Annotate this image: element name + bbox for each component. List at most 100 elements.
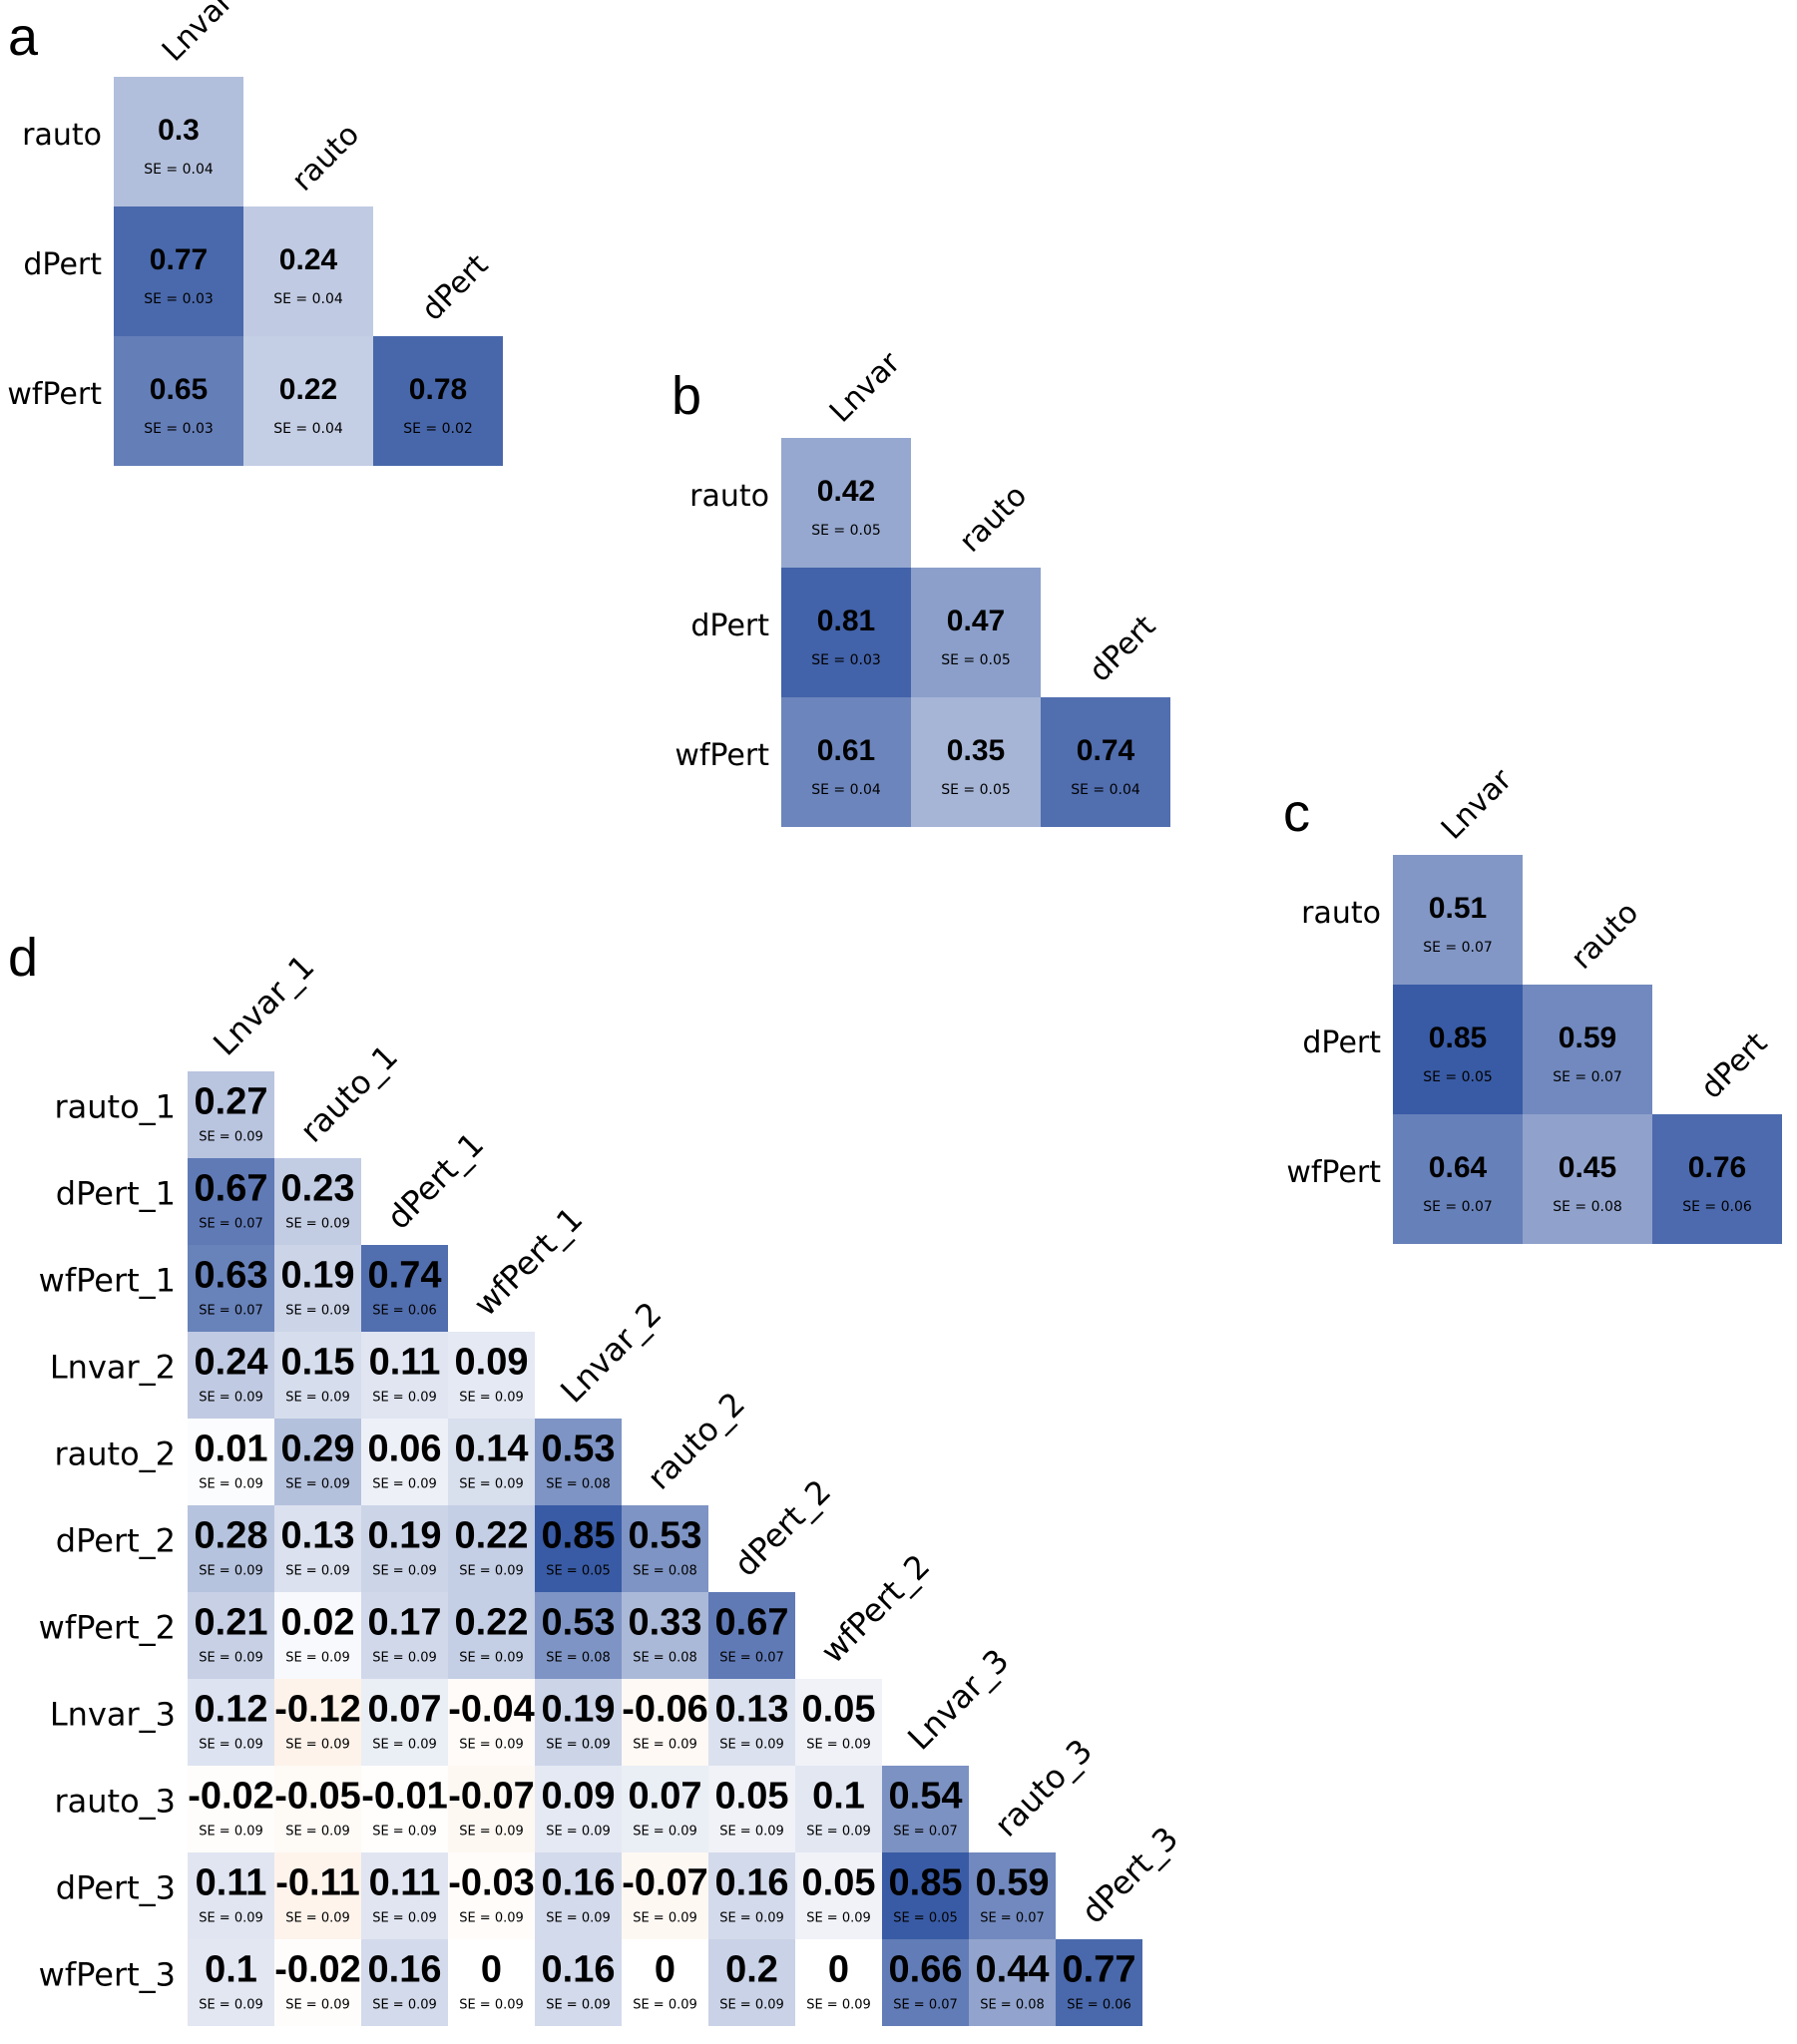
heatmap-cell xyxy=(361,1332,448,1419)
heatmap-cell xyxy=(795,1852,882,1939)
correlation-value: 0.61 xyxy=(817,734,875,767)
se-value: SE = 0.09 xyxy=(285,1825,350,1840)
se-value: SE = 0.09 xyxy=(633,1738,697,1753)
correlation-value: 0.13 xyxy=(715,1689,789,1731)
se-value: SE = 0.09 xyxy=(199,1477,263,1492)
heatmap-cell xyxy=(274,1245,361,1332)
row-label: rauto xyxy=(22,118,102,153)
se-value: SE = 0.08 xyxy=(633,1564,697,1579)
correlation-value: -0.02 xyxy=(188,1776,274,1818)
se-value: SE = 0.09 xyxy=(546,1738,611,1753)
se-value: SE = 0.09 xyxy=(199,1130,263,1145)
heatmap-cell xyxy=(448,1939,535,2026)
correlation-value: 0.11 xyxy=(196,1862,267,1904)
panel-label-c: c xyxy=(1283,783,1310,843)
heatmap-cell xyxy=(535,1679,622,1766)
heatmap-cell xyxy=(361,1939,448,2026)
correlation-value: 0.05 xyxy=(715,1776,789,1818)
se-value: SE = 0.09 xyxy=(372,1998,437,2013)
se-value: SE = 0.08 xyxy=(1553,1199,1622,1215)
correlation-value: 0.07 xyxy=(368,1689,442,1731)
row-label: wfPert xyxy=(7,377,102,412)
row-label: dPert xyxy=(23,247,102,282)
se-value: SE = 0.09 xyxy=(372,1391,437,1406)
row-label: rauto xyxy=(689,479,769,514)
column-label: rauto_3 xyxy=(987,1732,1100,1844)
correlation-value: 0.24 xyxy=(279,243,338,276)
correlation-value: 0.1 xyxy=(812,1776,865,1818)
se-value: SE = 0.07 xyxy=(199,1304,263,1319)
correlation-value: 0.66 xyxy=(889,1949,963,1991)
se-value: SE = 0.09 xyxy=(719,1738,784,1753)
se-value: SE = 0.09 xyxy=(459,1391,524,1406)
correlation-value: 0.47 xyxy=(947,605,1005,637)
heatmap-cell xyxy=(274,1766,361,1852)
se-value: SE = 0.09 xyxy=(806,1738,871,1753)
panel-b: b 0.42 SE = 0.05 0.81 SE = 0.03 0.47 SE = 0.05… xyxy=(672,345,1170,827)
heatmap-cell xyxy=(188,1505,274,1592)
correlation-value: 0.01 xyxy=(195,1429,268,1470)
se-value: SE = 0.04 xyxy=(273,421,343,437)
correlation-value: 0.27 xyxy=(195,1081,268,1123)
column-label: Lnvar xyxy=(823,345,908,430)
row-label: Lnvar_3 xyxy=(50,1696,176,1734)
column-label: Lnvar xyxy=(1435,762,1520,847)
column-label: rauto xyxy=(953,478,1034,559)
se-value: SE = 0.05 xyxy=(941,782,1011,798)
correlation-value: -0.05 xyxy=(274,1776,361,1818)
heatmap-cell xyxy=(622,1766,708,1852)
heatmap-cell xyxy=(188,1679,274,1766)
correlation-value: 0.81 xyxy=(817,605,875,637)
se-value: SE = 0.09 xyxy=(372,1651,437,1666)
column-label: rauto_2 xyxy=(640,1385,752,1497)
column-label: dPert xyxy=(415,247,496,328)
heatmap-cell xyxy=(448,1505,535,1592)
column-label: rauto_1 xyxy=(292,1037,405,1150)
heatmap-cell xyxy=(361,1505,448,1592)
correlation-value: 0.12 xyxy=(195,1689,268,1731)
heatmap-cell xyxy=(188,1158,274,1245)
heatmap-cell xyxy=(274,1852,361,1939)
heatmap-cell xyxy=(911,568,1041,697)
heatmap-cell xyxy=(622,1592,708,1679)
correlation-value: 0.22 xyxy=(455,1515,529,1557)
correlation-value: 0.17 xyxy=(368,1602,442,1644)
se-value: SE = 0.09 xyxy=(806,1825,871,1840)
correlation-value: 0.44 xyxy=(976,1949,1050,1991)
column-label: wfPert_2 xyxy=(813,1547,937,1671)
se-value: SE = 0.09 xyxy=(719,1998,784,2013)
correlation-value: 0.76 xyxy=(1688,1151,1746,1184)
panel-c: c 0.51 SE = 0.07 0.85 SE = 0.05 0.59 SE = 0.07… xyxy=(1283,762,1782,1244)
heatmap-cell xyxy=(361,1766,448,1852)
heatmap-cell xyxy=(243,206,373,336)
se-value: SE = 0.09 xyxy=(459,1738,524,1753)
correlation-value: 0.77 xyxy=(150,243,208,276)
se-value: SE = 0.09 xyxy=(633,1825,697,1840)
heatmap-cell xyxy=(1393,855,1523,985)
column-label: Lnvar xyxy=(156,0,240,69)
se-value: SE = 0.09 xyxy=(546,1825,611,1840)
correlation-value: 0.53 xyxy=(629,1515,702,1557)
column-label: Lnvar_2 xyxy=(553,1295,669,1411)
se-value: SE = 0.09 xyxy=(199,1391,263,1406)
correlation-value: 0.24 xyxy=(195,1342,268,1384)
heatmap-cell xyxy=(448,1332,535,1419)
se-value: SE = 0.03 xyxy=(144,421,214,437)
row-label: rauto_3 xyxy=(54,1783,176,1821)
correlation-value: 0.53 xyxy=(542,1429,616,1470)
heatmap-cell xyxy=(188,1592,274,1679)
se-value: SE = 0.04 xyxy=(1071,782,1140,798)
se-value: SE = 0.09 xyxy=(719,1825,784,1840)
heatmap-cell xyxy=(882,1939,969,2026)
heatmap-cell xyxy=(188,1332,274,1419)
se-value: SE = 0.09 xyxy=(199,1651,263,1666)
heatmap-cell xyxy=(622,1852,708,1939)
heatmap-cell xyxy=(274,1592,361,1679)
correlation-value: 0.33 xyxy=(629,1602,702,1644)
heatmap-cell xyxy=(243,336,373,466)
heatmap-cell xyxy=(969,1852,1056,1939)
heatmap-cell xyxy=(361,1419,448,1505)
heatmap-cell xyxy=(911,697,1041,827)
se-value: SE = 0.09 xyxy=(285,1738,350,1753)
